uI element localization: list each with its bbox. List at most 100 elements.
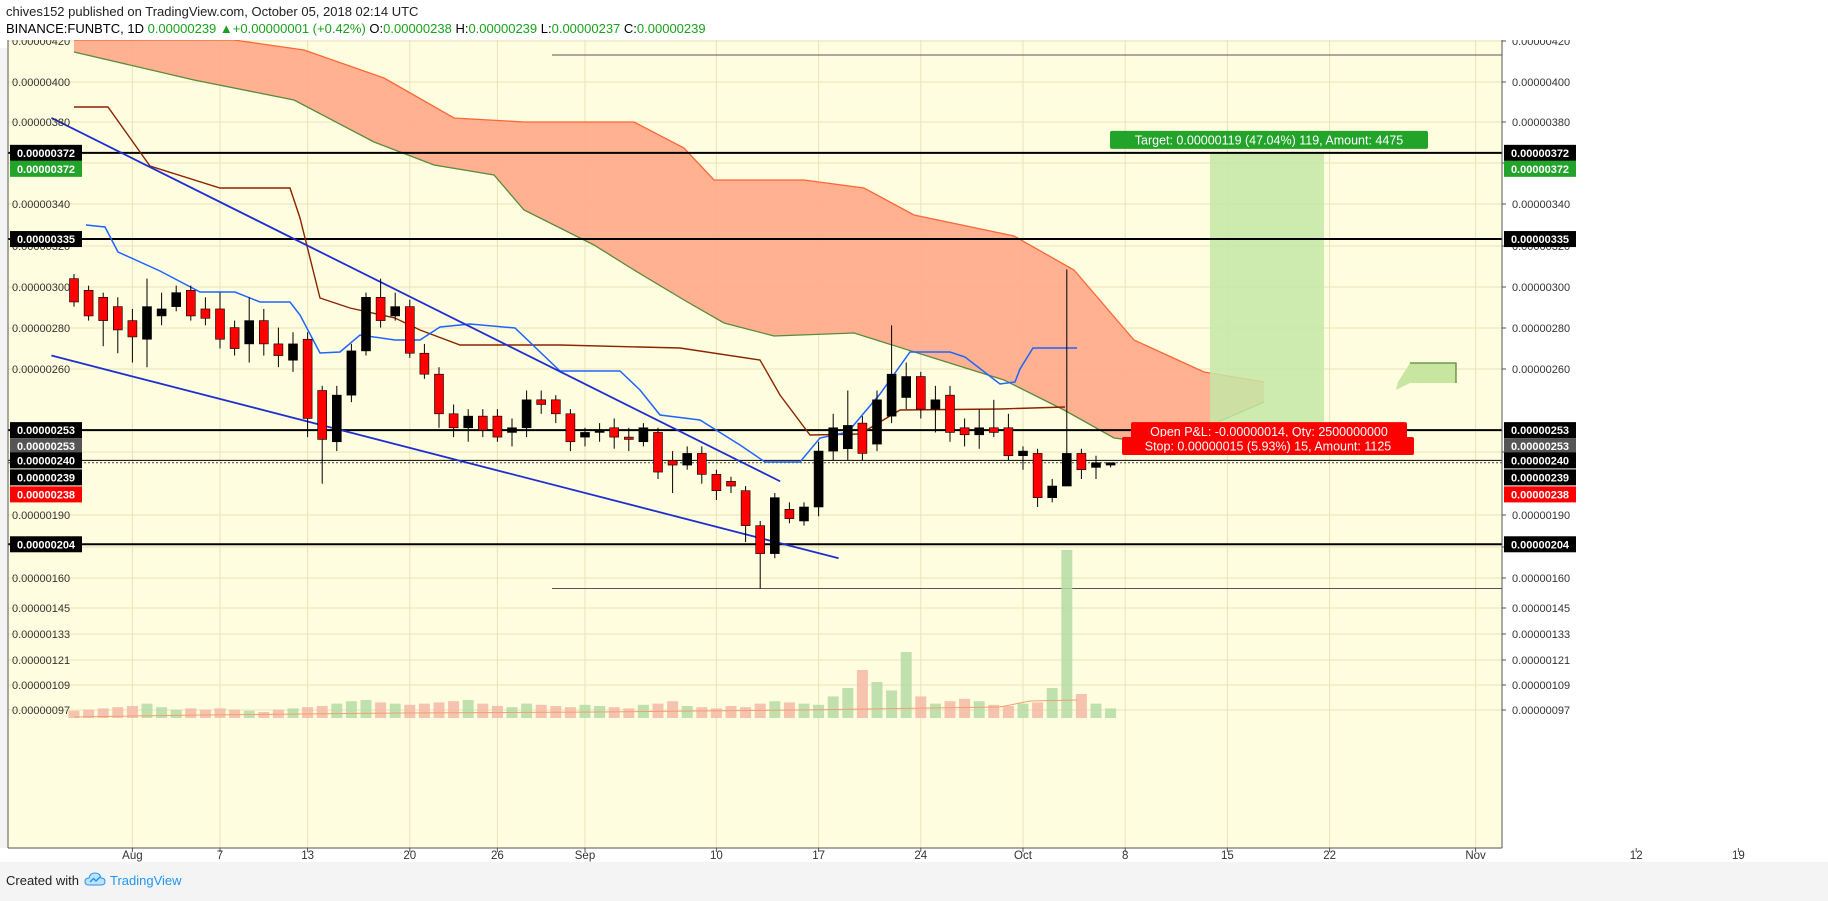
- volume-bar: [944, 701, 956, 718]
- price-badge-right: [1504, 469, 1576, 486]
- tradingview-link[interactable]: TradingView: [110, 873, 182, 888]
- candle-body: [404, 306, 415, 354]
- y-tick-label-left: 0.00000260: [12, 364, 70, 376]
- price-badge-right: [1504, 452, 1576, 469]
- candle-body: [361, 296, 371, 352]
- y-tick-label-right: 0.00000260: [1512, 364, 1570, 376]
- candle-body: [69, 278, 79, 303]
- price-badge-text-left: 0.00000253: [17, 441, 75, 453]
- volume-bar: [959, 698, 971, 718]
- high-label: H:: [455, 21, 469, 36]
- candle-body: [638, 427, 649, 443]
- candle-body: [156, 308, 167, 317]
- volume-bar: [1002, 706, 1014, 718]
- chart-area[interactable]: 0.5(0.00(0.00Target: 0.00000119 (47.04%)…: [0, 36, 1828, 862]
- volume-bar: [214, 708, 226, 718]
- candles: [69, 269, 1116, 589]
- bottom-axis-bg: [0, 848, 1828, 862]
- y-tick-label-right: 0.00000300: [1512, 282, 1570, 294]
- trendline-2: [51, 354, 839, 560]
- price-badge-text-right: 0.00000239: [1511, 472, 1569, 484]
- open-value: 0.00000238: [383, 21, 452, 36]
- candle-body: [521, 399, 532, 429]
- volume-bar: [360, 700, 372, 718]
- price-badge-text-right: 0.00000240: [1511, 455, 1569, 467]
- y-tick-label-right: 0.00000145: [1512, 603, 1570, 615]
- open-label: O:: [369, 21, 384, 36]
- volume-bar: [900, 652, 912, 718]
- price-badge-text-right: 0.00000372: [1511, 164, 1569, 176]
- volume-bar: [988, 704, 1000, 718]
- candle-body: [769, 497, 780, 554]
- y-tick-label-left: 0.00000109: [12, 680, 70, 692]
- price-badge-text-right: 0.00000238: [1511, 489, 1569, 501]
- x-tick-label: 15: [1221, 850, 1234, 862]
- volume-bar: [856, 670, 868, 718]
- volume-bar: [112, 707, 124, 718]
- candle-body: [229, 327, 240, 349]
- stop-label: Stop: 0.00000015 (5.93%) 15, Amount: 112…: [1122, 437, 1414, 456]
- volume-bar: [477, 703, 489, 718]
- volume-bar: [696, 707, 708, 718]
- volume-bar: [302, 707, 314, 718]
- candle-body: [988, 427, 999, 433]
- candle-body: [302, 338, 313, 419]
- y-tick-label-left: 0.00000340: [12, 199, 70, 211]
- volume-bar: [83, 709, 95, 718]
- volume-bar: [258, 712, 270, 718]
- volume-bar: [710, 708, 722, 718]
- price-badge-left: [10, 486, 82, 503]
- price-badge-text-right: 0.00000253: [1511, 425, 1569, 437]
- volume-bar: [652, 703, 664, 718]
- price-badge-text-left: 0.00000335: [17, 234, 75, 246]
- candle-body: [799, 506, 809, 522]
- candle-body: [667, 460, 678, 466]
- volume-ma-line: [73, 699, 1078, 718]
- volume-bar: [842, 688, 854, 718]
- price-badge-text-right: 0.00000335: [1511, 234, 1569, 246]
- price-badge-left: [10, 536, 82, 553]
- volume-bar: [156, 707, 168, 718]
- volume-bar: [667, 701, 679, 718]
- candle-body: [594, 429, 605, 433]
- ohlc-line: BINANCE:FUNBTC, 1D 0.00000239 ▲+0.000000…: [6, 21, 706, 37]
- author-name[interactable]: chives152: [6, 4, 65, 19]
- tradingview-cloud-icon[interactable]: [84, 870, 106, 890]
- price-badge-text-left: 0.00000239: [17, 472, 75, 484]
- x-tick-label: 13: [301, 850, 314, 862]
- volume-bar: [769, 701, 781, 718]
- y-tick-label-right: 0.00000160: [1512, 573, 1570, 585]
- candle-body: [1105, 462, 1116, 466]
- price-badge-text-left: 0.00000253: [17, 425, 75, 437]
- volume-bar: [141, 703, 153, 718]
- candle-body: [142, 306, 152, 340]
- volume-bar: [1090, 703, 1102, 718]
- candle-body: [83, 290, 94, 317]
- volume-bar: [929, 703, 941, 718]
- candlestick-chart[interactable]: 0.5(0.00(0.00Target: 0.00000119 (47.04%)…: [0, 36, 1828, 862]
- volume-bar: [579, 704, 591, 718]
- candle-body: [331, 394, 342, 443]
- y-tick-label-left: 0.00000420: [12, 40, 70, 48]
- y-tick-label-right: 0.00000280: [1512, 323, 1570, 335]
- candle-body: [507, 427, 517, 433]
- volume-bar: [491, 706, 503, 718]
- close-label: C:: [623, 21, 637, 36]
- volume-bar: [886, 690, 898, 718]
- candle-body: [872, 399, 882, 445]
- y-tick-label-right: 0.00000109: [1512, 680, 1570, 692]
- close-value: 0.00000239: [636, 21, 706, 36]
- x-tick-label: Sep: [575, 850, 595, 862]
- volume-bar: [68, 710, 80, 718]
- ichimoku-cloud-bull: [1396, 363, 1456, 390]
- candle-body: [215, 308, 225, 340]
- stop-label-text: Stop: 0.00000015 (5.93%) 15, Amount: 112…: [1145, 440, 1392, 454]
- x-tick-label: 19: [1732, 850, 1745, 862]
- volume-bar: [126, 706, 138, 718]
- volume-bar: [608, 707, 620, 718]
- publish-line: chives152 published on TradingView.com, …: [6, 4, 418, 20]
- ichimoku-span-a: [73, 51, 1265, 444]
- y-tick-label-left: 0.00000160: [12, 573, 70, 585]
- target-label: Target: 0.00000119 (47.04%) 119, Amount:…: [1110, 130, 1428, 149]
- candle-body: [930, 399, 941, 410]
